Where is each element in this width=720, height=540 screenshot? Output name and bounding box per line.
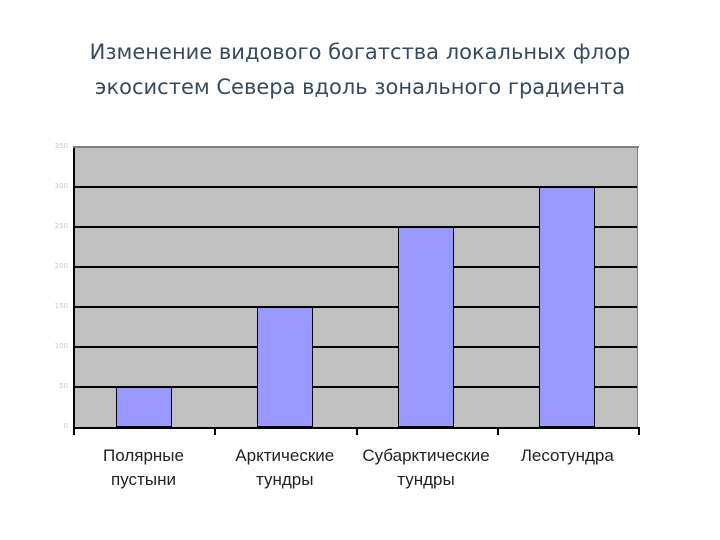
bar xyxy=(539,187,596,427)
gridline xyxy=(75,266,638,268)
x-tick xyxy=(638,427,640,435)
chart-title-line1: Изменение видового богатства локальных ф… xyxy=(89,40,631,64)
x-tick xyxy=(355,427,358,435)
gridline xyxy=(75,186,638,188)
bar xyxy=(256,307,313,427)
chart-title-line2: экосистем Севера вдоль зонального градие… xyxy=(94,75,626,99)
x-category-label: Полярные пустыни xyxy=(73,444,214,492)
x-label-line2: пустыни xyxy=(111,470,176,489)
y-tick-label: 0 xyxy=(63,422,68,430)
y-tick-label: 50 xyxy=(59,382,68,390)
x-label-line1: Арктические xyxy=(235,446,335,465)
x-label-line1: Полярные xyxy=(103,446,184,465)
gridline xyxy=(75,306,638,308)
x-category-label: Лесотундра xyxy=(497,444,638,468)
plot-area xyxy=(73,147,638,427)
bar xyxy=(398,227,455,427)
x-category-label: Субарктические тундры xyxy=(356,444,497,492)
plot-border-right xyxy=(637,146,638,428)
y-tick-label: 350 xyxy=(54,142,68,150)
x-label-line2: тундры xyxy=(397,470,455,489)
x-tick xyxy=(496,427,499,435)
gridline xyxy=(75,346,638,348)
gridline xyxy=(75,226,638,228)
chart-title: Изменение видового богатства локальных ф… xyxy=(0,35,720,105)
x-label-line1: Лесотундра xyxy=(520,446,614,465)
y-tick-label: 200 xyxy=(54,262,68,270)
x-tick xyxy=(73,427,75,435)
gridline xyxy=(75,386,638,388)
x-tick xyxy=(214,427,217,435)
y-tick-label: 250 xyxy=(54,222,68,230)
x-category-label: Арктические тундры xyxy=(214,444,355,492)
x-label-line1: Субарктические xyxy=(362,446,490,465)
y-tick-label: 300 xyxy=(54,182,68,190)
bar xyxy=(115,387,172,427)
plot-border-top xyxy=(73,146,639,148)
x-label-line2: тундры xyxy=(256,470,314,489)
y-tick-label: 150 xyxy=(54,302,68,310)
y-tick-label: 100 xyxy=(54,342,68,350)
